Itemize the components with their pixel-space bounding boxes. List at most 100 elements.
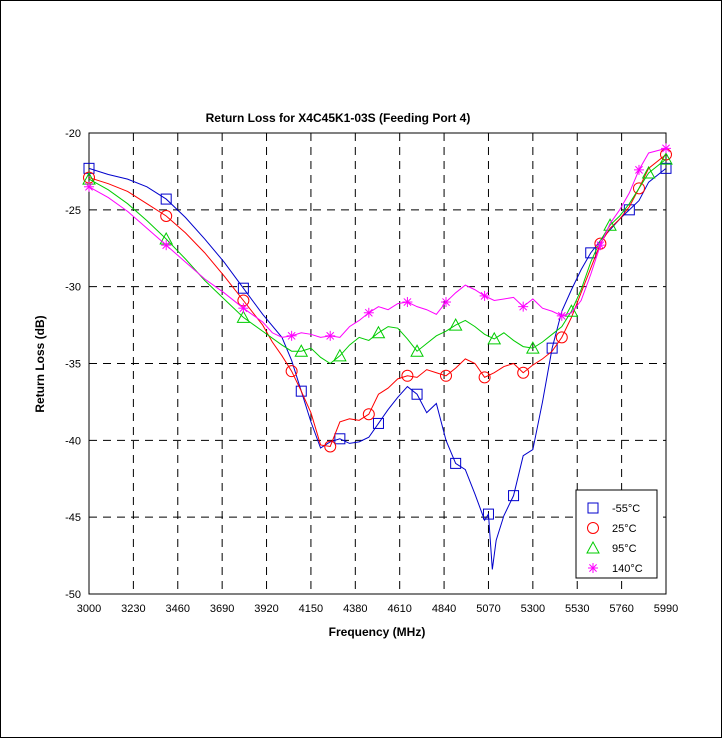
data-point [482,508,494,520]
data-point [401,369,414,382]
legend-label: -55°C [612,503,640,515]
legend-marker [587,502,599,514]
series-2 [83,148,672,453]
series-4 [84,143,671,341]
y-tick-label: -45 [65,512,81,524]
data-point [84,181,94,192]
legend-entry: 95°C [586,540,637,555]
data-point [362,408,375,421]
y-tick-label: -20 [65,128,81,140]
data-point [508,490,520,502]
y-axis-label: Return Loss (dB) [33,315,47,412]
data-point [363,307,374,318]
asterisk-stroke [364,308,373,317]
asterisk-stroke [480,291,489,300]
x-axis-ticks: 3000 3230 3460 3690 3920 4150 4380 4610 4840 5070… [77,603,678,615]
data-point [295,385,307,397]
data-point [294,344,309,357]
data-point [448,318,463,331]
data-point [285,365,298,378]
grid [89,133,666,594]
data-point [450,457,462,469]
legend: -55°C 25°C 95°C 140°C [575,489,658,579]
asterisk-stroke [519,302,528,311]
asterisk-stroke [85,182,93,191]
asterisk-stroke [403,298,412,306]
data-point [603,218,617,231]
x-tick-label: 3460 [166,603,190,615]
data-point [410,344,424,357]
y-tick-label: -30 [65,282,81,294]
series-line [88,147,667,338]
data-point [641,165,656,179]
x-tick-label: 5300 [521,603,545,615]
data-point [411,388,423,400]
data-point [286,330,297,341]
data-point [160,193,172,205]
data-point [659,152,673,165]
series-layer [82,143,673,570]
y-axis-ticks: -20 -25 -30 -35 -40 -45 -50 [65,128,81,601]
data-point [595,240,606,251]
asterisk-stroke [442,298,450,306]
x-axis-label: Frequency (MHz) [329,625,426,639]
data-point [324,440,337,453]
data-point [236,310,251,323]
series-line [88,158,667,365]
data-point [478,371,491,384]
legend-label: 140°C [612,563,643,575]
data-point [556,310,567,321]
legend-marker [587,522,599,534]
y-tick-label: -50 [65,589,81,601]
data-point [479,290,490,301]
data-point [660,162,672,174]
data-point [402,297,413,308]
x-tick-label: 4150 [299,603,323,615]
plot-border [88,132,667,595]
asterisk-stroke [162,241,171,250]
data-point [334,433,346,445]
legend-entry: -55°C [587,502,640,515]
data-point [661,143,671,154]
legend-marker [588,563,598,573]
x-tick-label: 5990 [654,603,678,615]
data-point [372,417,384,429]
data-point [526,341,540,354]
data-point [632,182,645,195]
chart-title: Return Loss for X4C45K1-03S (Feeding Por… [206,111,471,125]
asterisk-stroke [589,564,597,572]
data-point [518,301,529,312]
data-point [160,209,173,222]
asterisk-stroke [239,304,248,313]
asterisk-stroke [557,311,566,320]
legend-entry: 25°C [587,522,637,535]
y-tick-label: -35 [65,359,81,371]
asterisk-stroke [326,331,335,340]
x-tick-label: 3230 [121,603,145,615]
legend-marker [586,540,600,554]
asterisk-stroke [287,331,296,340]
x-tick-label: 5070 [476,603,500,615]
legend-box [575,489,658,579]
data-point [546,342,558,354]
x-tick-label: 3920 [254,603,278,615]
data-point [487,331,502,345]
x-tick-label: 4380 [343,603,367,615]
data-point [325,330,336,341]
data-point [633,164,644,175]
data-point [564,304,579,317]
data-point [371,325,386,339]
asterisk-stroke [596,241,605,250]
data-point [237,282,249,294]
legend-label: 25°C [612,523,637,535]
x-tick-label: 3000 [77,603,101,615]
x-tick-label: 4610 [387,603,411,615]
series-line [88,167,667,570]
x-tick-label: 3690 [210,603,234,615]
series-line [88,154,667,448]
data-point [517,366,530,379]
x-tick-label: 4840 [432,603,456,615]
x-tick-label: 5760 [609,603,633,615]
y-tick-label: -25 [65,205,81,217]
